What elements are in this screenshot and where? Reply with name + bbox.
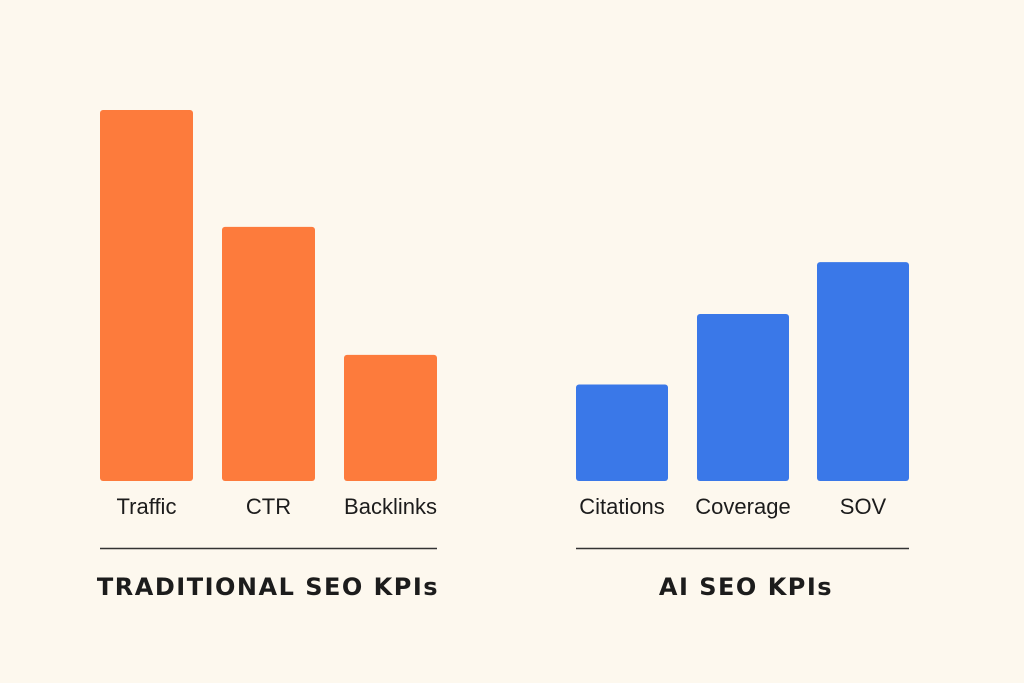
group-title: TRADITIONAL SEO KPIs [97, 573, 439, 601]
traditional-seo-kpis-group: Traffic CTR Backlinks TRADITIONAL SEO KPIs [97, 110, 439, 601]
bar-backlinks [344, 354, 437, 481]
bar-ctr [222, 226, 315, 481]
ai-seo-kpis-group: Citations Coverage SOV AI SEO KPIs [576, 262, 909, 601]
tick-label-backlinks: Backlinks [344, 494, 437, 519]
tick-label-ctr: CTR [246, 494, 291, 519]
bar-traffic [100, 110, 193, 481]
bar-citations [576, 384, 668, 481]
tick-label-sov: SOV [840, 494, 887, 519]
tick-label-coverage: Coverage [695, 494, 790, 519]
tick-label-citations: Citations [579, 494, 665, 519]
group-title: AI SEO KPIs [659, 573, 833, 601]
bar-coverage [697, 314, 789, 481]
tick-label-traffic: Traffic [117, 494, 177, 519]
bar-sov [817, 262, 909, 481]
